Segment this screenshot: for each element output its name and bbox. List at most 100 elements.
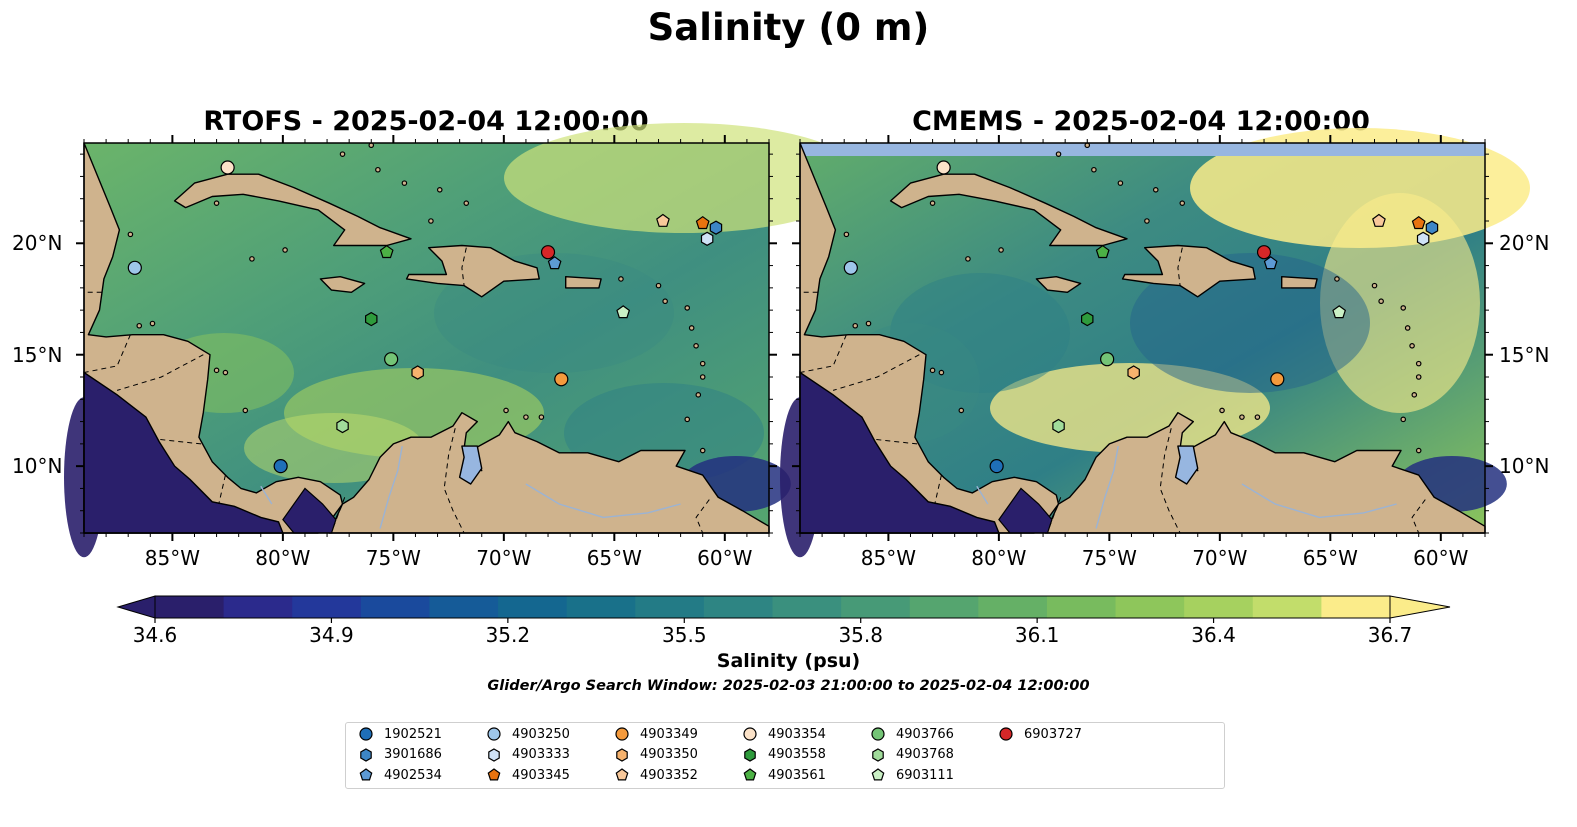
lon-tick-label: 80°W bbox=[255, 546, 311, 570]
legend-label: 4903766 bbox=[896, 726, 954, 742]
float-marker-4903333-cmems bbox=[1416, 231, 1430, 246]
colorbar-tick-label: 34.9 bbox=[309, 623, 354, 647]
legend-marker-3901686 bbox=[360, 747, 372, 762]
float-marker-3901686-rtofs bbox=[709, 220, 723, 235]
colorbar-tick-label: 34.6 bbox=[132, 623, 178, 647]
float-marker-4903354-cmems bbox=[936, 160, 951, 175]
legend-item-4903354: 4903354 bbox=[742, 726, 826, 742]
float-marker-3901686-cmems bbox=[1425, 220, 1439, 235]
legend-marker-1902521 bbox=[359, 727, 373, 741]
lat-tick-label-left: 10°N bbox=[12, 454, 63, 479]
colorbar-label: Salinity (psu) bbox=[716, 650, 861, 672]
float-marker-6903727-rtofs bbox=[540, 245, 556, 260]
lon-tick-label: 75°W bbox=[1081, 546, 1137, 570]
float-marker-4903349-cmems bbox=[1270, 372, 1285, 387]
legend-marker-4903354 bbox=[743, 727, 757, 741]
map-panel-rtofs bbox=[64, 123, 864, 558]
float-marker-4903558-cmems bbox=[1081, 311, 1094, 327]
legend-item-4903333: 4903333 bbox=[486, 747, 570, 763]
float-marker-4903345-cmems bbox=[1411, 215, 1426, 230]
lon-tick-label: 60°W bbox=[697, 546, 753, 570]
legend-label: 4903558 bbox=[768, 747, 826, 762]
legend-label: 4903250 bbox=[512, 726, 570, 742]
legend-item-4903352: 4903352 bbox=[614, 767, 698, 783]
colorbar-tick-label: 35.2 bbox=[485, 623, 531, 647]
legend-marker-4903250 bbox=[487, 727, 501, 741]
legend-item-6903111: 6903111 bbox=[870, 767, 954, 783]
panel-title-cmems: CMEMS - 2025-02-04 12:00:00 bbox=[912, 106, 1370, 137]
float-marker-4903561-cmems bbox=[1095, 244, 1110, 259]
legend-item-6903727: 6903727 bbox=[998, 726, 1082, 742]
legend-item-4903558: 4903558 bbox=[742, 747, 826, 763]
float-marker-6903111-rtofs bbox=[616, 305, 631, 319]
float-marker-4903561-rtofs bbox=[379, 244, 394, 259]
lat-tick-label-left: 20°N bbox=[12, 231, 63, 256]
float-marker-4903250-rtofs bbox=[127, 260, 142, 275]
float-marker-4903349-rtofs bbox=[554, 372, 569, 387]
lat-tick-label-right: 10°N bbox=[1499, 454, 1550, 479]
float-marker-4903354-rtofs bbox=[220, 160, 235, 175]
legend-item-4903768: 4903768 bbox=[870, 747, 954, 763]
float-marker-4902534-rtofs bbox=[547, 256, 562, 270]
figure-title: Salinity (0 m) bbox=[647, 6, 930, 49]
legend-label: 4903349 bbox=[640, 726, 698, 742]
legend-item-4903250: 4903250 bbox=[486, 726, 570, 742]
lon-tick-label: 85°W bbox=[144, 546, 200, 570]
lon-tick-label: 70°W bbox=[1192, 546, 1248, 570]
legend-label: 4903352 bbox=[640, 767, 698, 783]
search-window-text: Glider/Argo Search Window: 2025-02-03 21… bbox=[487, 678, 1090, 694]
float-marker-4903558-rtofs bbox=[365, 311, 378, 327]
float-marker-4903350-rtofs bbox=[411, 365, 424, 380]
float-marker-6903111-cmems bbox=[1332, 305, 1347, 319]
colorbar-tick-label: 36.1 bbox=[1014, 623, 1060, 647]
float-marker-4903352-rtofs bbox=[656, 213, 670, 227]
legend-marker-4903766 bbox=[871, 727, 885, 741]
legend-marker-4903768 bbox=[872, 747, 884, 762]
float-marker-4903352-cmems bbox=[1372, 213, 1386, 227]
legend-label: 4903350 bbox=[640, 747, 698, 762]
legend-label: 4903345 bbox=[512, 767, 570, 783]
float-marker-4903766-rtofs bbox=[384, 352, 399, 367]
colorbar-tick-label: 35.5 bbox=[662, 623, 707, 647]
legend-item-4903766: 4903766 bbox=[870, 726, 954, 742]
legend-label: 4903561 bbox=[768, 767, 826, 783]
legend-item-4902534: 4902534 bbox=[358, 767, 442, 783]
lat-tick-label-right: 15°N bbox=[1499, 342, 1550, 367]
legend-marker-4903561 bbox=[743, 768, 757, 781]
lon-tick-label: 65°W bbox=[586, 546, 642, 570]
legend-item-4903349: 4903349 bbox=[614, 726, 698, 742]
colorbar-tick-label: 36.7 bbox=[1367, 623, 1413, 647]
legend-marker-4903558 bbox=[744, 747, 756, 762]
legend-marker-4903349 bbox=[615, 727, 629, 741]
legend-label: 3901686 bbox=[384, 747, 442, 762]
lon-tick-label: 60°W bbox=[1413, 546, 1469, 570]
legend-marker-6903111 bbox=[871, 768, 885, 781]
legend-item-4903561: 4903561 bbox=[742, 767, 826, 783]
lon-tick-label: 65°W bbox=[1302, 546, 1358, 570]
colorbar-tick-label: 36.4 bbox=[1191, 623, 1236, 647]
lon-tick-label: 75°W bbox=[365, 546, 421, 570]
lon-tick-label: 70°W bbox=[476, 546, 532, 570]
colorbar bbox=[116, 595, 1451, 623]
legend-label: 4903354 bbox=[768, 726, 826, 742]
legend-item-3901686: 3901686 bbox=[358, 747, 442, 763]
legend-marker-4903352 bbox=[615, 768, 629, 781]
legend-marker-4903345 bbox=[487, 768, 501, 781]
float-legend: 1902521 3901686 4902534 4903250 4903333 49033… bbox=[345, 722, 1225, 789]
lat-tick-label-right: 20°N bbox=[1499, 231, 1550, 256]
float-marker-4903766-cmems bbox=[1100, 352, 1115, 367]
float-marker-4903768-rtofs bbox=[336, 418, 349, 434]
legend-label: 1902521 bbox=[384, 726, 442, 742]
legend-label: 6903727 bbox=[1024, 726, 1082, 742]
float-marker-4903250-cmems bbox=[843, 260, 858, 275]
legend-item-4903350: 4903350 bbox=[614, 747, 698, 763]
legend-item-4903345: 4903345 bbox=[486, 767, 570, 783]
float-marker-4902534-cmems bbox=[1263, 256, 1278, 270]
panel-title-rtofs: RTOFS - 2025-02-04 12:00:00 bbox=[203, 106, 649, 137]
colorbar-tick-label: 35.8 bbox=[838, 623, 883, 647]
legend-marker-6903727 bbox=[999, 727, 1013, 741]
float-marker-6903727-cmems bbox=[1256, 245, 1272, 260]
legend-marker-4903333 bbox=[488, 747, 500, 762]
float-marker-4903350-cmems bbox=[1127, 365, 1140, 380]
float-marker-1902521-cmems bbox=[989, 459, 1004, 474]
